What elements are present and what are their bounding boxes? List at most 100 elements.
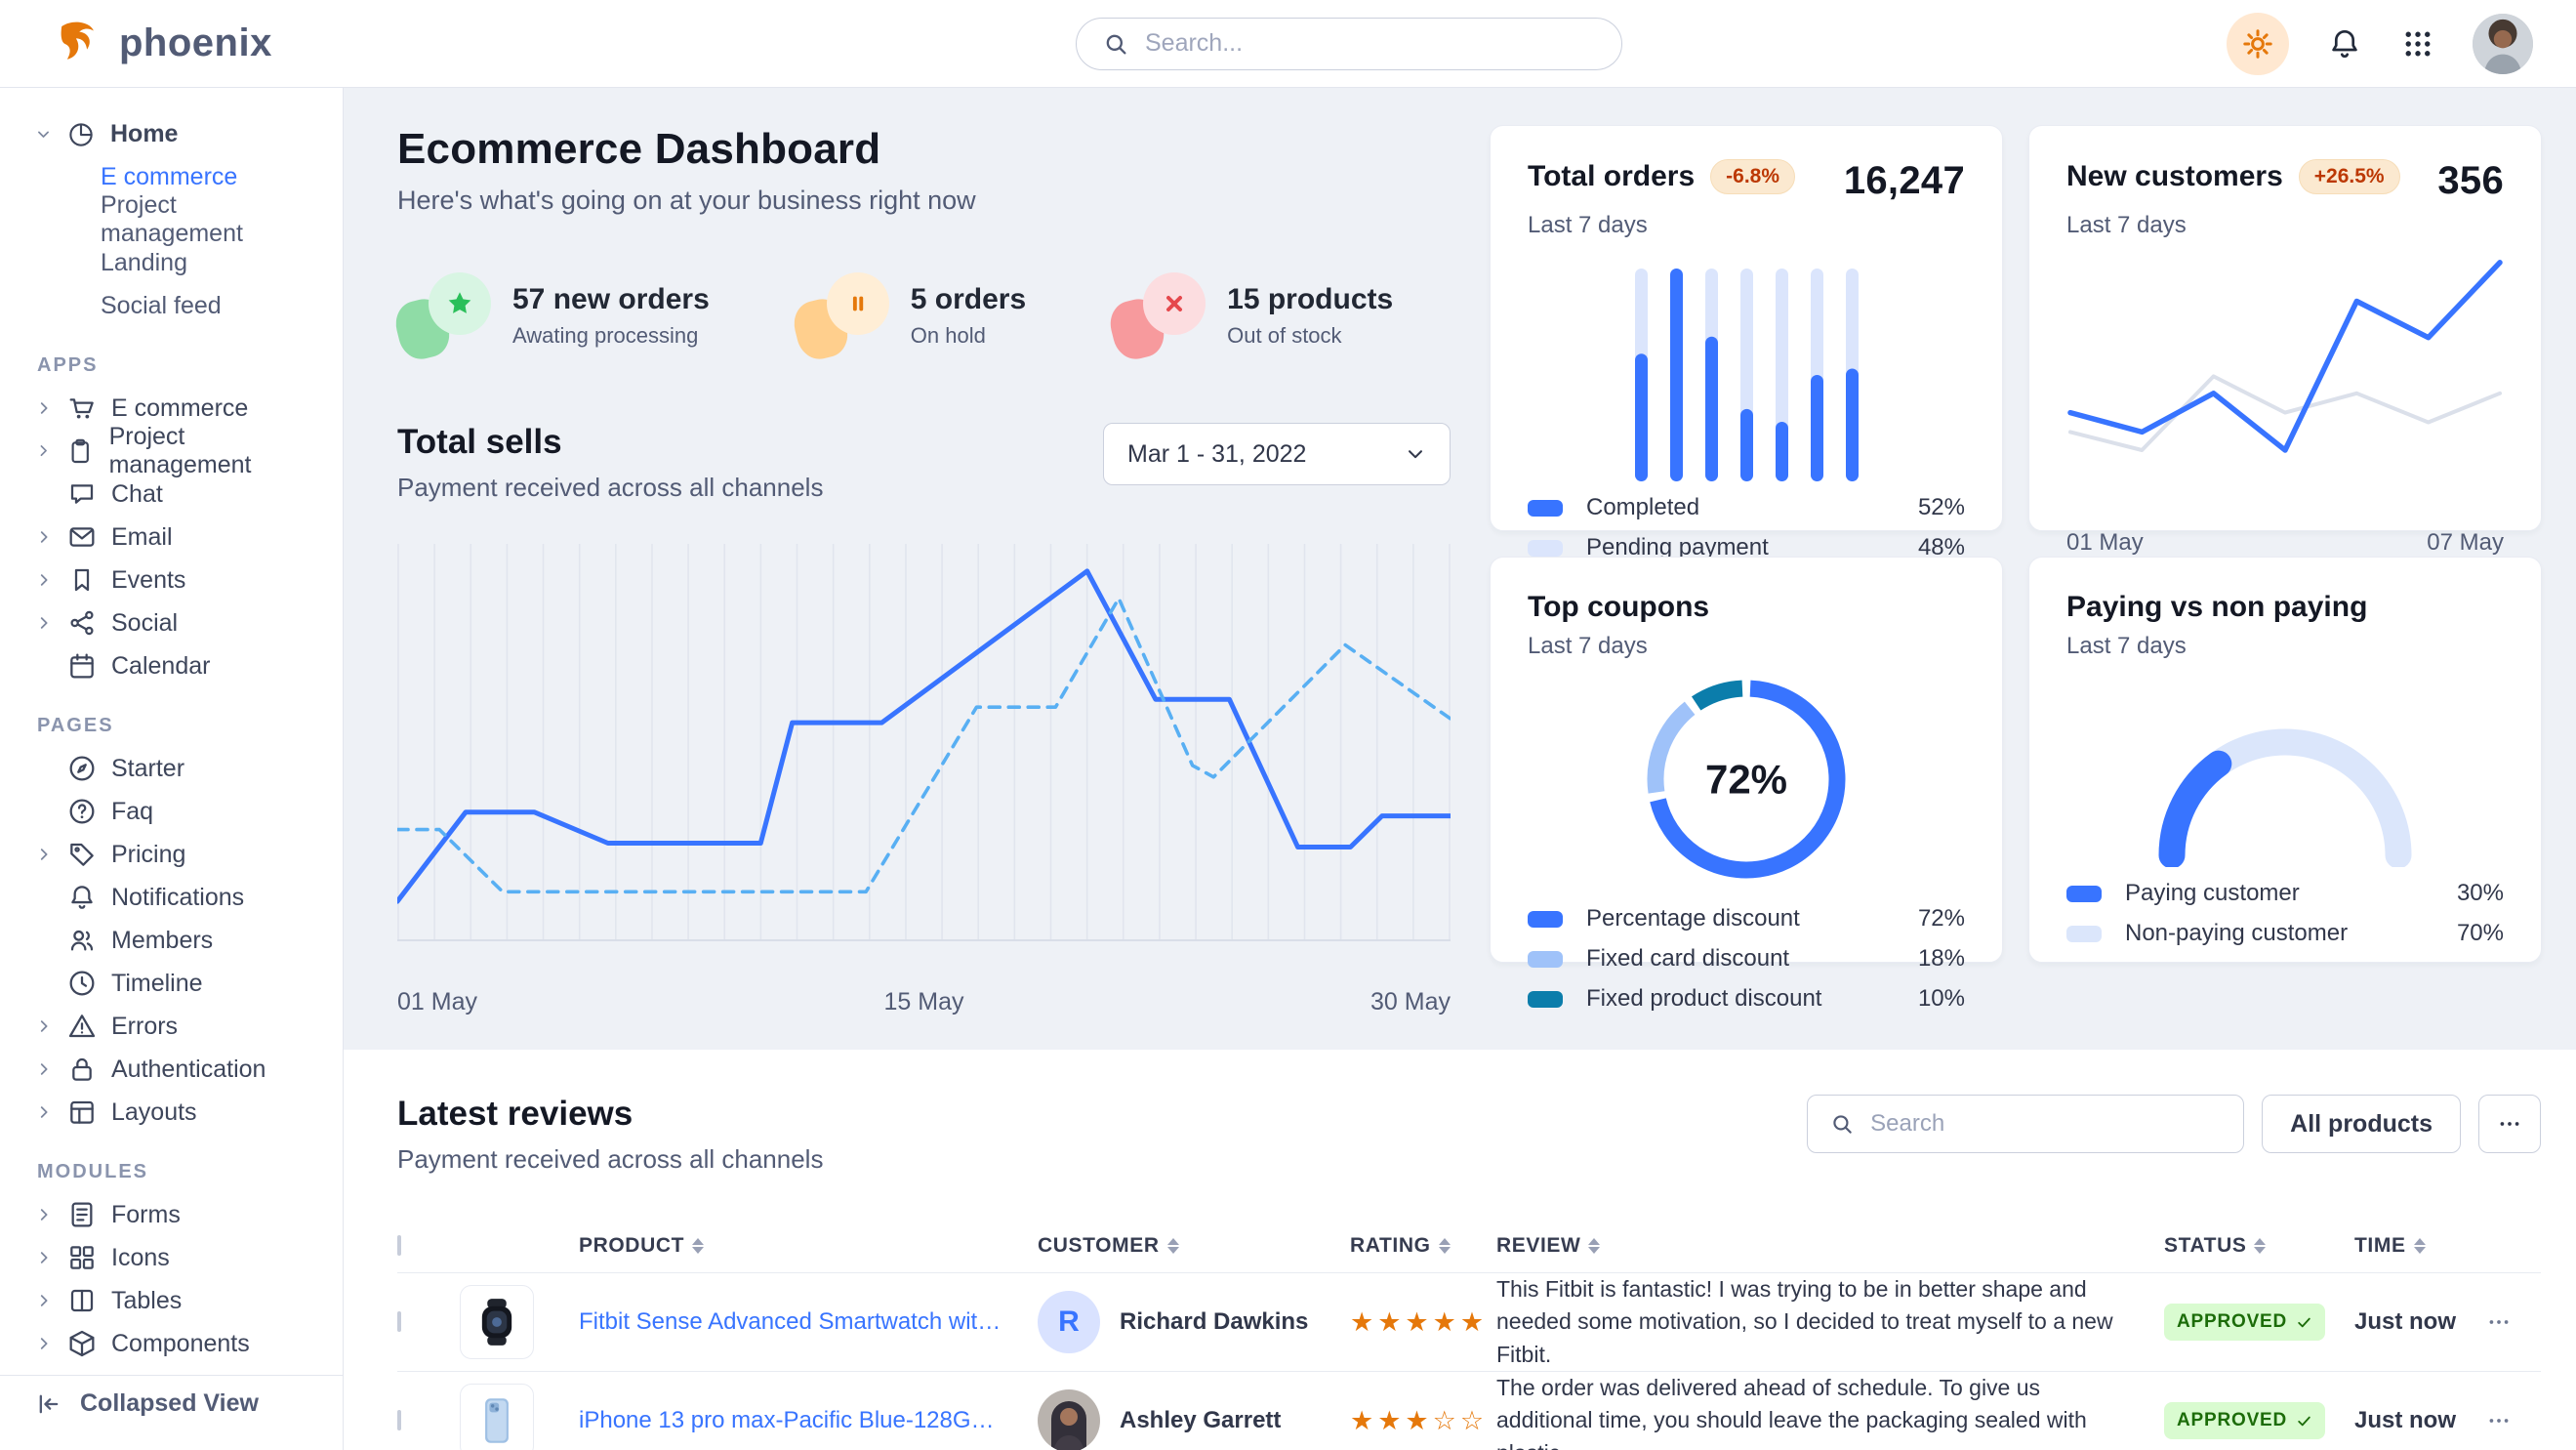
column-header-status[interactable]: STATUS [2164, 1234, 2354, 1258]
column-header-customer[interactable]: CUSTOMER [1038, 1234, 1350, 1258]
sidebar-section-label-modules: MODULES [37, 1161, 148, 1183]
chevron-down-icon [1405, 443, 1426, 465]
collapsed-view-toggle[interactable]: Collapsed View [35, 1376, 323, 1432]
column-header-product[interactable]: PRODUCT [579, 1234, 1038, 1258]
date-range-select[interactable]: Mar 1 - 31, 2022 [1103, 423, 1451, 485]
total-sells-title: Total sells [397, 423, 562, 461]
sidebar-item-members[interactable]: Members [35, 919, 323, 962]
apps-grid-icon [2400, 26, 2435, 62]
orders-bar-chart [1528, 269, 1965, 481]
legend-swatch [2066, 925, 2102, 942]
sidebar-item-project-management[interactable]: Project management [101, 191, 243, 248]
chevron-down-icon [35, 126, 52, 143]
status-badge: APPROVED [2164, 1402, 2326, 1440]
main-content: Ecommerce Dashboard Here's what's going … [344, 88, 2576, 1450]
legend-item-fixed-card-discount: Fixed card discount 18% [1528, 945, 1965, 973]
select-all-checkbox[interactable] [397, 1235, 401, 1256]
sidebar-item-events[interactable]: Events [35, 559, 323, 601]
reviews-search[interactable] [1807, 1095, 2245, 1153]
legend-value: 52% [1917, 494, 1965, 520]
sidebar-item-forms[interactable]: Forms [35, 1193, 323, 1236]
total-sells-header: Total sells Payment received across all … [397, 423, 1451, 503]
sidebar-item-layouts[interactable]: Layouts [35, 1091, 323, 1134]
table-header-row: PRODUCT CUSTOMER RATING REVIEW STATUS TIME [397, 1220, 2541, 1272]
global-search-input[interactable] [1145, 29, 1596, 58]
sidebar-item-starter[interactable]: Starter [35, 747, 323, 790]
all-products-button[interactable]: All products [2262, 1095, 2461, 1153]
row-checkbox[interactable] [397, 1410, 401, 1431]
warn-icon [66, 1011, 98, 1042]
apps-menu-button[interactable] [2400, 26, 2435, 62]
row-checkbox[interactable] [397, 1311, 401, 1333]
legend-item-percentage-discount: Percentage discount 72% [1528, 905, 1965, 932]
stat-value: 5 orders [910, 282, 1027, 315]
sidebar-group-label: Home [110, 120, 179, 148]
sidebar-item-faq[interactable]: Faq [35, 790, 323, 833]
legend-swatch [1528, 950, 1563, 968]
sidebar-item-notifications[interactable]: Notifications [35, 876, 323, 919]
row-more-button[interactable] [2486, 1309, 2512, 1335]
reviews-more-button[interactable] [2478, 1095, 2541, 1153]
sidebar-item-authentication[interactable]: Authentication [35, 1048, 323, 1091]
card-title: Paying vs non paying [2066, 591, 2368, 623]
clipboard-icon [65, 436, 95, 466]
column-header-time[interactable]: TIME [2354, 1234, 2486, 1258]
stat-art [789, 272, 889, 364]
product-thumbnail[interactable] [460, 1384, 534, 1450]
product-thumbnail[interactable] [460, 1285, 534, 1360]
table-row: Fitbit Sense Advanced Smartwatch with To… [397, 1272, 2541, 1371]
sidebar-item-icons[interactable]: Icons [35, 1236, 323, 1279]
sidebar-item-pricing[interactable]: Pricing [35, 833, 323, 876]
coupons-donut-chart: 72% [1528, 666, 1965, 892]
column-header-review[interactable]: REVIEW [1496, 1234, 2164, 1258]
notifications-button[interactable] [2326, 25, 2363, 62]
sidebar-item-timeline[interactable]: Timeline [35, 962, 323, 1005]
card-value: 16,247 [1843, 159, 1965, 202]
top-coupons-card: Top coupons Last 7 days 72% Percentage d… [1490, 557, 2003, 1012]
sidebar-item-project-management[interactable]: Project management [35, 423, 323, 478]
card-period: Last 7 days [1528, 633, 1648, 659]
sidebar-item-social[interactable]: Social [35, 601, 323, 644]
card-title: Top coupons [1528, 591, 1710, 623]
legend-value: 30% [2456, 880, 2504, 906]
total-sells-subtitle: Payment received across all channels [397, 473, 824, 502]
top-nav: phoenix [0, 0, 2576, 88]
sidebar-item-calendar[interactable]: Calendar [35, 644, 323, 687]
sidebar-item-social-feed[interactable]: Social feed [101, 291, 222, 319]
sidebar-item-email[interactable]: Email [35, 516, 323, 559]
stat-sublabel: Awating processing [512, 322, 699, 348]
x-axis-label: 01 May [397, 988, 477, 1015]
sidebar-item-e-commerce[interactable]: E commerce [101, 162, 238, 190]
product-link[interactable]: iPhone 13 pro max-Pacific Blue-128GB sto… [579, 1407, 1038, 1434]
hero-left: Ecommerce Dashboard Here's what's going … [390, 125, 1453, 1016]
reviews-subtitle: Payment received across all channels [397, 1144, 824, 1174]
search-icon [1102, 30, 1129, 58]
sidebar-item-e-commerce[interactable]: E commerce [35, 387, 323, 430]
theme-toggle-button[interactable] [2227, 12, 2289, 75]
sidebar-section-label-apps: APPS [37, 354, 99, 377]
sort-icon [2254, 1238, 2267, 1254]
pie-chart-icon [66, 120, 96, 149]
stat-art [1105, 272, 1206, 364]
product-link[interactable]: Fitbit Sense Advanced Smartwatch with To… [579, 1308, 1038, 1336]
brand[interactable]: phoenix [51, 18, 272, 70]
reviews-table: PRODUCT CUSTOMER RATING REVIEW STATUS TIME Fi… [397, 1220, 2541, 1450]
user-avatar[interactable] [2473, 13, 2533, 74]
kpi-cards: Total orders -6.8% 16,247 Last 7 days Co… [1490, 125, 2542, 1016]
review-text: This Fitbit is fantastic! I was trying t… [1496, 1276, 2113, 1367]
help-icon [66, 796, 98, 827]
date-range-value: Mar 1 - 31, 2022 [1127, 439, 1307, 468]
row-more-button[interactable] [2486, 1408, 2512, 1433]
sidebar-item-tables[interactable]: Tables [35, 1279, 323, 1322]
sidebar-item-chat[interactable]: Chat [35, 473, 323, 516]
reviews-search-input[interactable] [1870, 1110, 2223, 1138]
sidebar-group-home[interactable]: Home [35, 113, 323, 155]
sidebar-item-errors[interactable]: Errors [35, 1005, 323, 1048]
global-search[interactable] [1076, 17, 1622, 70]
column-header-rating[interactable]: RATING [1350, 1234, 1496, 1258]
columns-icon [66, 1285, 98, 1316]
sidebar-item-landing[interactable]: Landing [101, 248, 187, 276]
x-icon [1159, 288, 1190, 319]
legend-label: Non-paying customer [2125, 920, 2349, 946]
sidebar-item-components[interactable]: Components [35, 1322, 323, 1365]
